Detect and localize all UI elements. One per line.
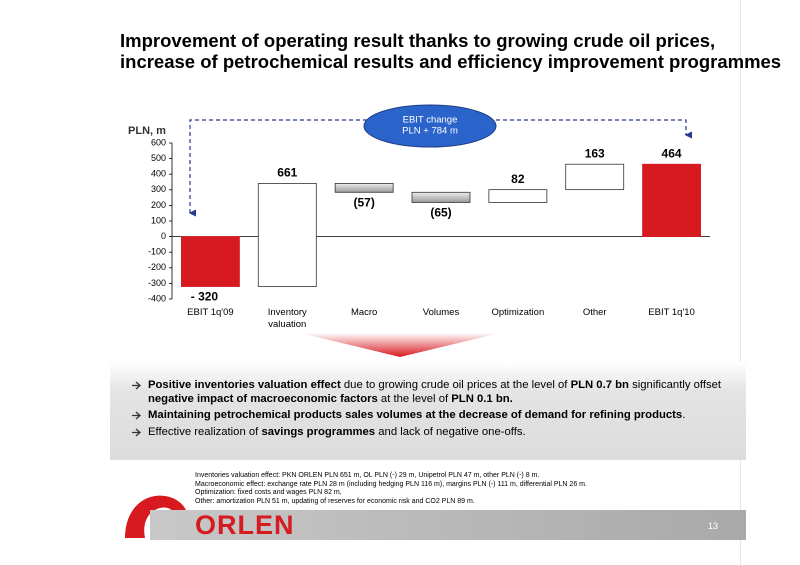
bar [411,191,471,203]
bullet-text: PLN 0.7 bn [570,379,629,391]
bullet-text: PLN 0.1 bn. [451,393,513,405]
bullet-text: . [682,409,686,421]
bullet-text: Effective realization of [148,426,262,438]
bullet: Positive inventories valuation effect du… [132,378,728,406]
bar [488,189,548,203]
y-tick-label: 200 [151,200,166,210]
value-label: 464 [662,146,682,160]
y-tick-label: -200 [148,262,166,272]
logo: ORLEN [195,510,295,540]
edge-line [740,0,741,565]
x-tick-label: Other [582,307,607,318]
x-tick-label: Optimization [491,307,545,318]
arrow-shape [132,428,141,437]
bullet: Maintaining petrochemical products sales… [132,408,728,422]
value-label: 163 [585,146,605,160]
title-line: increase of petrochemical results and ef… [120,51,782,72]
bar [181,236,240,287]
chart: PLN, m EBIT change PLN + 784 m -400 -300 -… [128,104,710,304]
bar [565,163,625,191]
annotation: PLN + 784 m [402,126,458,137]
footnote: Inventories valuation effect: PKN ORLEN … [195,472,540,479]
x-tick-label: Inventory valuation [267,307,307,330]
bullet-text: Maintaining petrochemical products sales… [148,409,683,421]
bullet-text: due to growing crude oil prices at the l… [340,379,571,391]
title: Improvement of operating result thanks t… [120,30,781,72]
annotation: EBIT change [403,115,458,126]
bullet-arrow [132,411,141,420]
x-tick-label: Macro [350,307,378,318]
value-label: (57) [353,195,374,209]
y-tick-label: -400 [148,293,166,303]
pointer [300,333,500,357]
bullet-text: significantly offset [628,379,722,391]
page-number: 13 [708,521,719,531]
bullet-arrow [132,428,141,437]
summary-box [110,362,746,460]
bullet-text: at the level of [377,393,452,405]
arrow-shape [132,411,141,420]
footnote: Macroeconomic effect: exchange rate PLN … [195,480,587,488]
footer-band [150,510,746,540]
y-tick-label: -300 [148,278,166,288]
value-label: 661 [277,166,297,180]
bar [642,163,701,238]
bullet-text: savings programmes [261,426,376,438]
y-tick-label: 600 [151,137,166,147]
bar [334,183,394,193]
arrow-shape [132,381,141,390]
bullet-text: and lack of negative one-offs. [375,426,526,438]
bullet-text: Positive inventories valuation effect [148,379,341,391]
change-arrow [188,119,692,217]
value-label: (65) [430,206,451,220]
value-label: 82 [511,172,525,186]
annotation-bubble [363,104,497,148]
bar [257,183,317,287]
bullet: Effective realization of savings program… [132,425,728,439]
footnote: Optimization: fixed costs and wages PLN … [195,489,342,496]
y-tick-label: 0 [161,231,166,241]
x-tick-label: EBIT 1q'10 [648,307,695,318]
bullet-arrow [132,381,141,390]
footnote: Other: amortization PLN 51 m, updating o… [195,497,475,505]
y-tick-label: 100 [151,215,166,225]
y-tick-label: 500 [151,153,166,163]
x-tick-label: Volumes [422,307,460,318]
y-tick-label: 400 [151,169,166,179]
bullet-text: negative impact of macroeconomic factors [148,393,378,405]
y-axis-label: PLN, m [128,125,166,137]
y-tick-label: 300 [151,184,166,194]
value-label: - 320 [191,290,219,304]
y-tick-label: -100 [148,247,166,257]
title-line: Improvement of operating result thanks t… [120,30,716,51]
x-tick-label: EBIT 1q'09 [187,307,234,318]
